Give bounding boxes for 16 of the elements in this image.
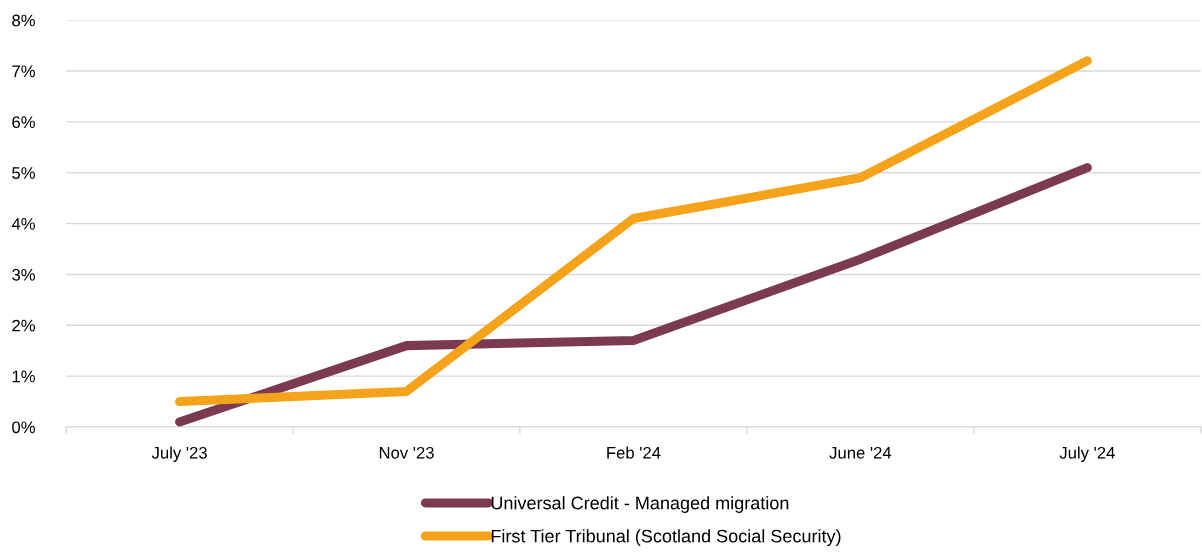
y-tick-label: 1% [12,370,35,383]
y-tick-label: 8% [12,14,35,27]
x-tick-label: June '24 [829,446,892,459]
y-tick-label: 3% [12,268,35,281]
x-tick-label: July '23 [151,446,207,462]
y-tick-label: 0% [12,421,35,434]
y-tick-label: 6% [12,116,35,129]
legend-label: First Tier Tribunal (Scotland Social Security) [491,529,841,547]
y-tick-label: 5% [12,167,35,179]
legend-label: Universal Credit - Managed migration [491,496,789,513]
x-tick-label: Feb '24 [607,446,661,459]
x-tick-label: Nov '23 [379,446,434,459]
y-tick-label: 2% [12,319,35,332]
y-tick-label: 7% [12,65,35,78]
x-tick-label: July '24 [1059,446,1115,462]
y-tick-label: 4% [11,218,35,230]
